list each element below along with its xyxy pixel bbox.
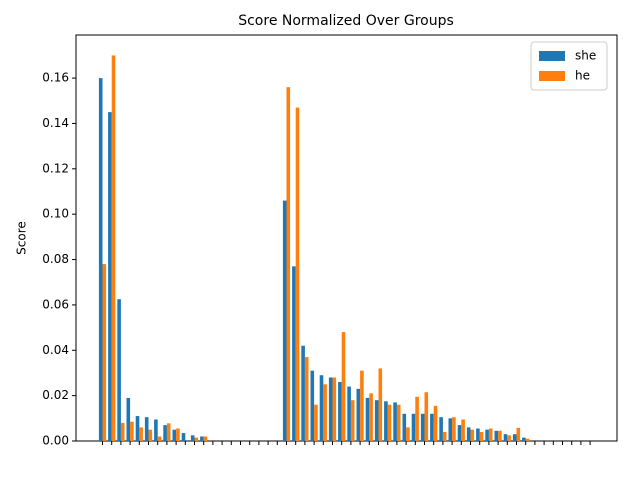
bar xyxy=(442,431,447,441)
bar xyxy=(154,419,158,441)
bar xyxy=(328,377,333,441)
bar xyxy=(282,200,287,441)
bar xyxy=(139,427,143,441)
bar xyxy=(295,107,300,442)
y-tick-label: 0.02 xyxy=(42,388,69,402)
bar xyxy=(108,112,112,442)
legend-swatch xyxy=(539,51,565,61)
bar xyxy=(172,429,177,441)
bar xyxy=(387,404,392,441)
y-tick-label: 0.00 xyxy=(42,434,69,448)
y-tick-label: 0.12 xyxy=(42,161,69,175)
bar xyxy=(402,413,407,441)
bar xyxy=(393,402,397,441)
bar xyxy=(319,375,324,441)
bar xyxy=(424,392,429,441)
bar xyxy=(360,370,364,441)
bar xyxy=(516,427,521,441)
bar xyxy=(494,430,499,441)
bar xyxy=(310,370,315,441)
bar xyxy=(396,404,401,441)
legend-swatch xyxy=(539,71,565,81)
bar xyxy=(292,266,296,441)
bar xyxy=(126,397,131,441)
bar xyxy=(117,299,121,441)
bar xyxy=(525,438,530,441)
bar xyxy=(350,400,355,441)
bar xyxy=(194,437,199,441)
bar xyxy=(466,427,471,441)
bar xyxy=(338,382,342,441)
bar xyxy=(507,435,511,441)
bar xyxy=(384,401,388,441)
bar xyxy=(111,55,116,442)
bar xyxy=(301,345,305,441)
bar xyxy=(203,436,208,441)
bar xyxy=(98,78,103,441)
bar xyxy=(498,430,502,441)
bar xyxy=(488,428,493,441)
bar xyxy=(470,429,475,441)
y-tick-label: 0.14 xyxy=(42,116,69,130)
bar xyxy=(433,405,438,441)
bar xyxy=(378,368,383,441)
bar xyxy=(457,425,462,441)
bar xyxy=(323,384,327,441)
bar xyxy=(190,435,195,441)
bar xyxy=(503,434,508,441)
bar xyxy=(461,419,465,441)
legend-label: she xyxy=(575,49,596,63)
y-tick-label: 0.08 xyxy=(42,252,69,266)
y-tick-label: 0.06 xyxy=(42,297,69,311)
bar xyxy=(448,418,453,441)
bar xyxy=(420,413,425,441)
bar xyxy=(365,397,370,441)
bar xyxy=(341,332,346,441)
plot-area xyxy=(75,34,618,442)
bar xyxy=(135,416,140,441)
bar xyxy=(522,437,526,441)
bar xyxy=(166,423,171,441)
bar xyxy=(406,427,410,441)
bar xyxy=(163,425,167,441)
bar xyxy=(314,404,318,441)
bar xyxy=(512,434,517,441)
y-tick-label: 0.10 xyxy=(42,207,69,221)
bar xyxy=(200,436,204,441)
chart-title: Score Normalized Over Groups xyxy=(238,13,454,29)
bar xyxy=(120,422,125,441)
bar xyxy=(452,417,456,441)
bar xyxy=(102,264,107,441)
bar xyxy=(181,433,186,441)
legend-label: he xyxy=(575,69,590,83)
bar xyxy=(479,431,484,441)
bar xyxy=(430,413,434,441)
bar xyxy=(304,357,309,441)
y-axis-label: Score xyxy=(15,221,29,255)
bar xyxy=(286,87,291,441)
y-tick-label: 0.16 xyxy=(42,71,69,85)
bar xyxy=(485,429,489,441)
bar xyxy=(332,377,337,441)
bar xyxy=(356,388,361,441)
bar xyxy=(157,436,162,441)
bar xyxy=(130,421,134,441)
bar xyxy=(148,429,153,441)
bar xyxy=(374,400,379,441)
bar xyxy=(415,396,419,441)
bar xyxy=(439,417,443,441)
bar xyxy=(369,393,373,441)
bar xyxy=(347,386,351,441)
bar xyxy=(176,428,180,441)
bar xyxy=(411,413,416,441)
bar xyxy=(476,428,480,441)
bar xyxy=(144,417,149,441)
y-tick-label: 0.04 xyxy=(42,343,69,357)
